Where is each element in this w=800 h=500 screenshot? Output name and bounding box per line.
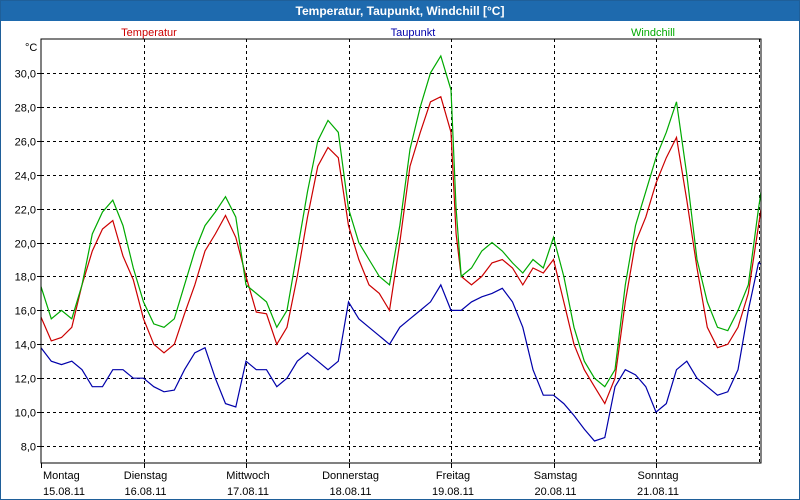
y-tick-label: 24,0	[15, 171, 36, 183]
x-date-label: 21.08.11	[637, 486, 679, 498]
x-day-label: Sonntag	[638, 470, 679, 482]
y-tick-label: 22,0	[15, 205, 36, 217]
legend-layer: Temperatur Taupunkt Windchill	[121, 27, 675, 39]
series-layer	[41, 54, 761, 442]
x-day-label: Donnerstag	[322, 470, 379, 482]
y-tick-label: 14,0	[15, 340, 36, 352]
x-day-label: Dienstag	[124, 470, 167, 482]
x-date-label: 15.08.11	[43, 486, 85, 498]
series-line-windchill	[41, 54, 761, 388]
x-date-label: 17.08.11	[227, 486, 269, 498]
x-date-label: 16.08.11	[124, 486, 166, 498]
y-tick-label: 8,0	[21, 442, 36, 454]
window-title: Temperatur, Taupunkt, Windchill [°C]	[295, 4, 505, 18]
y-tick-label: 26,0	[15, 137, 36, 149]
plot-frame	[40, 38, 762, 464]
series-line-temperatur	[41, 95, 761, 405]
legend-entry-temperatur: Temperatur	[121, 27, 177, 39]
x-day-label: Freitag	[436, 470, 470, 482]
y-tick-label: 28,0	[15, 103, 36, 115]
legend-entry-taupunkt: Taupunkt	[391, 27, 436, 39]
x-day-label: Samstag	[534, 470, 577, 482]
y-tick-label: 18,0	[15, 272, 36, 284]
y-tick-label: 12,0	[15, 374, 36, 386]
series-line-taupunkt	[41, 262, 761, 442]
y-tick-label: 10,0	[15, 408, 36, 420]
x-day-label: Mittwoch	[226, 470, 269, 482]
y-tick-label: 20,0	[15, 239, 36, 251]
window-title-bar: Temperatur, Taupunkt, Windchill [°C]	[1, 1, 799, 21]
x-day-label: Montag	[43, 470, 80, 482]
y-tick-label: 30,0	[15, 69, 36, 81]
y-tick-label: 16,0	[15, 306, 36, 318]
legend-entry-windchill: Windchill	[631, 27, 675, 39]
x-date-label: 18.08.11	[329, 486, 371, 498]
axis-layer: 8,0 10,0 12,0 14,0 16,0 18,0 20,0 22,0 24,0 26,0 2…	[15, 38, 762, 498]
x-date-label: 19.08.11	[432, 486, 474, 498]
grid-layer	[41, 39, 761, 463]
x-date-label: 20.08.11	[534, 486, 576, 498]
y-axis-label: °C	[25, 42, 37, 54]
